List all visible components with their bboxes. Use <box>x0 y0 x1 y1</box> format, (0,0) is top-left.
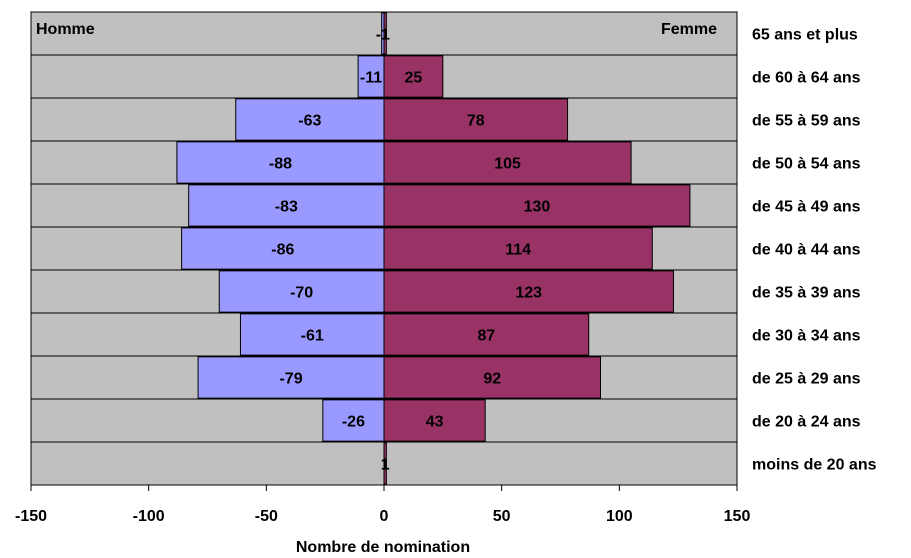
category-label: de 50 à 54 ans <box>752 156 861 173</box>
data-label-homme: -70 <box>290 285 313 302</box>
data-label-femme: 43 <box>426 414 444 431</box>
bar-femme <box>383 313 590 356</box>
bar-labels: -1 -11 25 -63 78 -88 105 -83 130 -86 114 -70 123 -61 8… <box>269 27 551 474</box>
bar-femme <box>383 270 674 313</box>
data-label-femme: 92 <box>483 371 501 388</box>
bar-homme <box>188 184 385 227</box>
bar-femme <box>383 227 653 270</box>
bar-femme <box>383 399 486 442</box>
category-label: de 45 à 49 ans <box>752 199 861 216</box>
category-label: 65 ans et plus <box>752 27 858 44</box>
bar-homme <box>235 98 385 141</box>
data-label-femme: 78 <box>467 113 485 130</box>
x-axis: -150 -100 -50 0 50 100 150 <box>15 484 751 525</box>
bar-homme <box>322 399 385 442</box>
category-label: de 20 à 24 ans <box>752 414 861 431</box>
bar-homme <box>218 270 385 313</box>
bar-femme <box>383 141 632 184</box>
data-label-homme: -11 <box>360 70 382 87</box>
data-label-homme: -1 <box>376 27 390 44</box>
data-label-homme: -26 <box>342 414 365 431</box>
x-tick-label: 0 <box>380 508 389 525</box>
bar-femme <box>383 184 691 227</box>
bar-homme <box>181 227 385 270</box>
data-label-femme: 87 <box>477 328 495 345</box>
category-label: de 60 à 64 ans <box>752 70 861 87</box>
x-tick-label: 50 <box>493 508 511 525</box>
x-tick-label: 150 <box>724 508 751 525</box>
bars <box>176 12 691 485</box>
category-label: de 25 à 29 ans <box>752 371 861 388</box>
data-label-femme: 105 <box>494 156 521 173</box>
data-label-homme: -61 <box>301 328 324 345</box>
category-label: de 40 à 44 ans <box>752 242 861 259</box>
bar-homme <box>357 55 385 98</box>
bar-homme <box>239 313 385 356</box>
data-label-homme: -63 <box>298 113 321 130</box>
x-tick-label: -50 <box>255 508 278 525</box>
category-label: de 35 à 39 ans <box>752 285 861 302</box>
legend-label-femme: Femme <box>661 21 717 38</box>
category-labels: 65 ans et plus de 60 à 64 ans de 55 à 59 a… <box>752 27 877 474</box>
bar-homme <box>197 356 385 399</box>
x-tick-label: -150 <box>15 508 47 525</box>
x-tick-label: -100 <box>133 508 165 525</box>
data-label-femme: 1 <box>381 457 390 474</box>
category-label: de 55 à 59 ans <box>752 113 861 130</box>
data-label-femme: 25 <box>405 70 423 87</box>
bar-femme <box>383 55 444 98</box>
data-label-homme: -86 <box>271 242 294 259</box>
category-label: moins de 20 ans <box>752 457 877 474</box>
data-label-femme: 123 <box>515 285 542 302</box>
data-label-femme: 130 <box>524 199 551 216</box>
bar-femme <box>383 98 569 141</box>
x-tick-label: 100 <box>606 508 633 525</box>
x-axis-title: Nombre de nomination <box>296 539 470 556</box>
data-label-homme: -88 <box>269 156 292 173</box>
legend-label-homme: Homme <box>36 21 95 38</box>
category-label: de 30 à 34 ans <box>752 328 861 345</box>
data-label-homme: -79 <box>279 371 302 388</box>
bar-femme <box>383 356 602 399</box>
data-label-homme: -83 <box>275 199 298 216</box>
data-label-femme: 114 <box>505 242 531 259</box>
bar-homme <box>176 141 385 184</box>
